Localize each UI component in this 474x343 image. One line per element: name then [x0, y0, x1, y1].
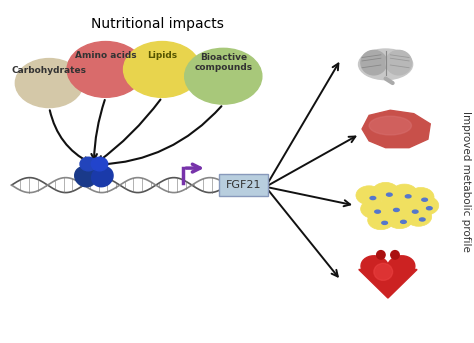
Circle shape [356, 186, 383, 205]
Ellipse shape [412, 210, 418, 213]
FancyBboxPatch shape [219, 174, 268, 196]
Text: Lipids: Lipids [147, 51, 177, 60]
Circle shape [67, 42, 144, 97]
Ellipse shape [369, 116, 411, 135]
Polygon shape [362, 110, 430, 148]
Circle shape [373, 182, 399, 201]
Circle shape [405, 207, 432, 226]
Ellipse shape [358, 49, 413, 80]
Ellipse shape [374, 263, 392, 280]
Circle shape [412, 196, 439, 215]
Circle shape [380, 198, 406, 217]
Ellipse shape [391, 251, 399, 259]
Circle shape [185, 48, 262, 104]
Circle shape [361, 199, 387, 218]
Ellipse shape [405, 195, 411, 198]
Ellipse shape [370, 197, 376, 200]
Ellipse shape [91, 157, 108, 171]
Ellipse shape [377, 251, 385, 259]
Ellipse shape [75, 166, 96, 187]
Circle shape [386, 210, 413, 229]
Circle shape [391, 184, 418, 203]
Ellipse shape [361, 50, 387, 75]
Text: Improved metabolic profile: Improved metabolic profile [461, 111, 471, 252]
Text: Amino acids: Amino acids [75, 51, 137, 60]
Circle shape [124, 42, 201, 97]
Ellipse shape [419, 218, 425, 221]
Circle shape [368, 211, 394, 230]
Ellipse shape [375, 210, 381, 213]
Ellipse shape [91, 166, 113, 187]
Ellipse shape [386, 50, 412, 75]
Ellipse shape [401, 220, 406, 223]
FancyArrowPatch shape [186, 164, 200, 172]
Ellipse shape [422, 198, 428, 201]
Circle shape [15, 59, 83, 108]
Text: FGF21: FGF21 [226, 180, 261, 190]
Ellipse shape [382, 221, 387, 224]
Circle shape [408, 188, 434, 206]
Polygon shape [359, 270, 417, 298]
Ellipse shape [393, 209, 399, 212]
Text: Bioactive
compounds: Bioactive compounds [194, 52, 252, 72]
Ellipse shape [361, 256, 389, 278]
Ellipse shape [427, 207, 432, 210]
Text: Carbohydrates: Carbohydrates [12, 66, 87, 75]
Ellipse shape [80, 157, 97, 171]
Ellipse shape [386, 193, 392, 196]
Text: Nutritional impacts: Nutritional impacts [91, 16, 224, 31]
Ellipse shape [387, 256, 415, 278]
Circle shape [398, 199, 425, 218]
